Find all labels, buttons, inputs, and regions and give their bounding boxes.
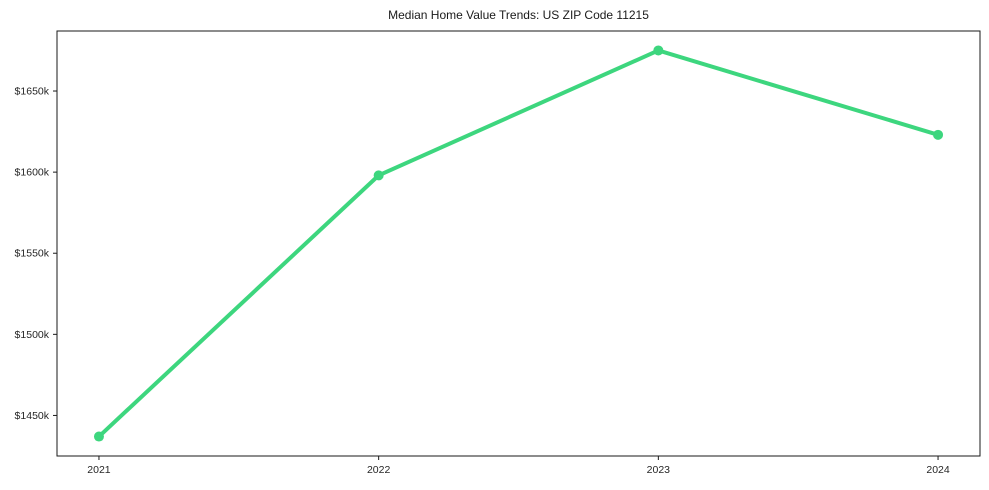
trend-line <box>96 48 941 439</box>
x-tick-label: 2021 <box>87 464 111 476</box>
y-tick-label: $1600k <box>15 167 50 179</box>
data-point-2021 <box>93 431 104 442</box>
y-tick-label: $1550k <box>15 248 50 260</box>
x-tick-label: 2022 <box>367 464 391 476</box>
data-point-2024 <box>933 129 944 140</box>
y-tick-label: $1450k <box>15 410 50 422</box>
chart-title: Median Home Value Trends: US ZIP Code 11… <box>388 8 649 22</box>
data-point-2023 <box>653 45 664 56</box>
data-point-2022 <box>373 170 384 181</box>
x-tick-label: 2024 <box>926 464 950 476</box>
y-tick-label: $1650k <box>15 86 50 98</box>
plot-frame <box>56 30 981 457</box>
y-tick-label: $1500k <box>15 329 50 341</box>
x-tick-label: 2023 <box>647 464 671 476</box>
